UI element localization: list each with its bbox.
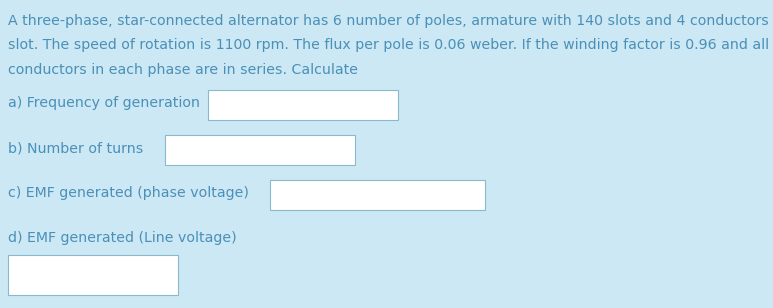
Text: b) Number of turns: b) Number of turns [8,141,143,155]
Text: A three-phase, star-connected alternator has 6 number of poles, armature with 14: A three-phase, star-connected alternator… [8,14,773,28]
Text: slot. The speed of rotation is 1100 rpm. The flux per pole is 0.06 weber. If the: slot. The speed of rotation is 1100 rpm.… [8,38,773,52]
Bar [270,180,485,210]
Text: a) Frequency of generation: a) Frequency of generation [8,96,200,110]
Bar [8,255,178,295]
Text: conductors in each phase are in series. Calculate: conductors in each phase are in series. … [8,63,358,77]
Text: d) EMF generated (Line voltage): d) EMF generated (Line voltage) [8,231,237,245]
Bar [165,135,355,165]
Bar [208,90,398,120]
Text: c) EMF generated (phase voltage): c) EMF generated (phase voltage) [8,186,249,200]
